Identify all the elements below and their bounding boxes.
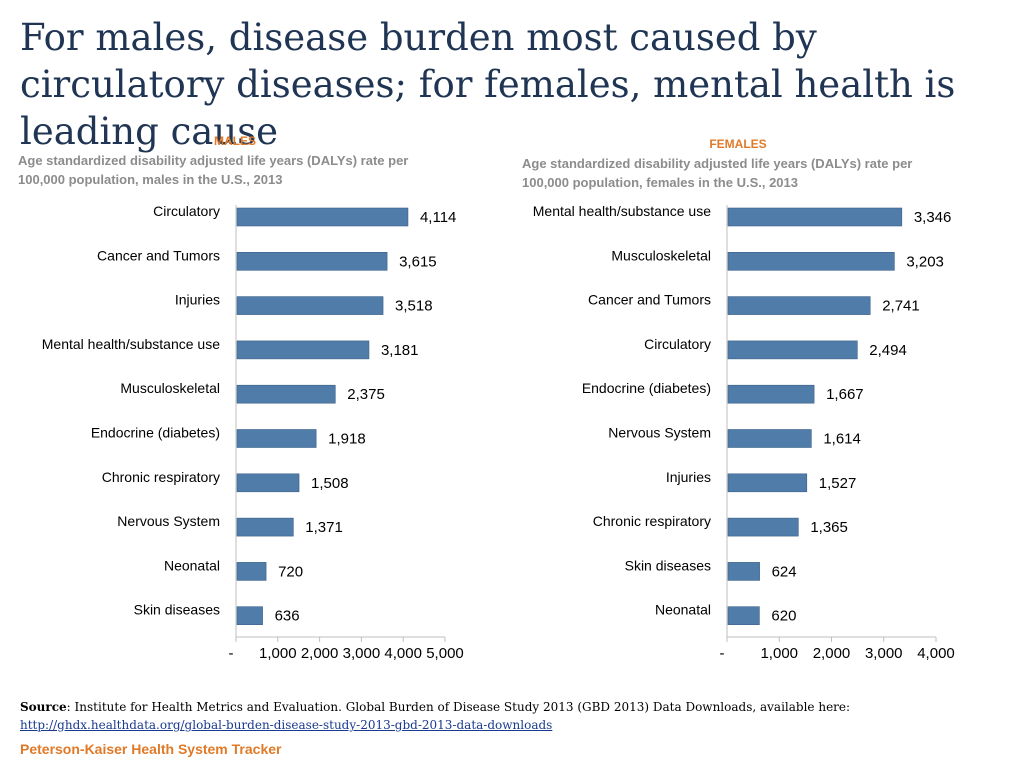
males-value-label: 1,508 bbox=[311, 475, 349, 492]
males-bar bbox=[236, 207, 409, 227]
males-category-label: Musculoskeletal bbox=[120, 380, 220, 396]
females-category-label: Injuries bbox=[666, 469, 711, 485]
males-value-label: 1,918 bbox=[328, 431, 366, 448]
females-value-label: 1,614 bbox=[823, 431, 861, 448]
females-x-tick-label: 3,000 bbox=[865, 645, 903, 662]
males-x-tick-label: 5,000 bbox=[426, 645, 464, 662]
males-category-label: Circulatory bbox=[153, 203, 220, 219]
females-category-label: Musculoskeletal bbox=[611, 247, 711, 263]
females-value-label: 620 bbox=[771, 608, 796, 625]
females-category-label: Chronic respiratory bbox=[593, 513, 711, 529]
females-bar bbox=[727, 606, 760, 626]
males-category-label: Endocrine (diabetes) bbox=[91, 425, 220, 441]
females-x-tick-label: 1,000 bbox=[760, 645, 798, 662]
males-category-label: Cancer and Tumors bbox=[97, 247, 220, 263]
males-value-label: 720 bbox=[278, 563, 303, 580]
females-bar bbox=[727, 296, 871, 315]
females-category-label: Neonatal bbox=[655, 602, 711, 618]
females-category-label: Nervous System bbox=[608, 425, 711, 441]
females-bar bbox=[727, 517, 799, 537]
source-text: : Institute for Health Metrics and Evalu… bbox=[66, 700, 851, 714]
females-category-label: Skin diseases bbox=[625, 557, 711, 573]
males-panel-label: MALES bbox=[214, 134, 256, 148]
males-category-label: Chronic respiratory bbox=[102, 469, 220, 485]
females-x-tick-label: 2,000 bbox=[813, 645, 851, 662]
males-bar bbox=[236, 606, 263, 626]
source-note: Source: Institute for Health Metrics and… bbox=[20, 698, 1010, 734]
females-panel-label: FEMALES bbox=[709, 137, 767, 151]
females-bar bbox=[727, 252, 895, 271]
footer-brand: Peterson-Kaiser Health System Tracker bbox=[20, 741, 282, 757]
males-category-label: Mental health/substance use bbox=[42, 336, 220, 352]
males-category-label: Neonatal bbox=[164, 557, 220, 573]
females-value-label: 2,494 bbox=[869, 342, 907, 359]
males-value-label: 2,375 bbox=[347, 386, 385, 403]
females-bar bbox=[727, 473, 808, 493]
females-value-label: 3,203 bbox=[906, 253, 944, 270]
females-bar bbox=[727, 384, 815, 404]
females-bar bbox=[727, 429, 812, 448]
females-category-label: Cancer and Tumors bbox=[588, 292, 711, 308]
males-category-label: Nervous System bbox=[117, 513, 220, 529]
females-category-label: Mental health/substance use bbox=[533, 203, 711, 219]
males-bar bbox=[236, 384, 336, 404]
females-value-label: 1,527 bbox=[819, 475, 857, 492]
males-bar bbox=[236, 473, 300, 493]
males-x-tick-label: 1,000 bbox=[259, 645, 297, 662]
females-chart-subtitle: Age standardized disability adjusted lif… bbox=[522, 156, 913, 190]
males-x-tick-label: - bbox=[229, 645, 234, 662]
females-value-label: 2,741 bbox=[882, 298, 920, 315]
males-x-tick-label: 4,000 bbox=[384, 645, 422, 662]
females-bar bbox=[727, 207, 903, 227]
females-x-tick-label: - bbox=[720, 645, 725, 662]
males-value-label: 3,181 bbox=[381, 342, 419, 359]
females-bar bbox=[727, 340, 858, 360]
males-value-label: 1,371 bbox=[305, 519, 343, 536]
females-x-tick-label: 4,000 bbox=[917, 645, 955, 662]
males-value-label: 4,114 bbox=[420, 209, 456, 226]
females-value-label: 1,365 bbox=[810, 519, 848, 536]
males-bar bbox=[236, 252, 388, 271]
source-label: Source bbox=[20, 700, 67, 714]
females-value-label: 3,346 bbox=[914, 209, 952, 226]
source-link[interactable]: http://ghdx.healthdata.org/global-burden… bbox=[20, 718, 553, 732]
females-value-label: 624 bbox=[772, 563, 797, 580]
males-bar bbox=[236, 429, 317, 448]
males-x-tick-label: 2,000 bbox=[301, 645, 339, 662]
males-value-label: 3,615 bbox=[399, 253, 437, 270]
males-bar bbox=[236, 517, 294, 537]
page-title: For males, disease burden most caused by… bbox=[20, 16, 956, 153]
females-category-label: Endocrine (diabetes) bbox=[582, 380, 711, 396]
males-x-tick-label: 3,000 bbox=[343, 645, 381, 662]
males-bar bbox=[236, 296, 384, 315]
males-value-label: 3,518 bbox=[395, 298, 433, 315]
males-value-label: 636 bbox=[275, 608, 300, 625]
males-chart-subtitle: Age standardized disability adjusted lif… bbox=[18, 153, 409, 187]
females-category-label: Circulatory bbox=[644, 336, 711, 352]
females-value-label: 1,667 bbox=[826, 386, 864, 403]
males-category-label: Skin diseases bbox=[134, 602, 220, 618]
males-bar bbox=[236, 340, 370, 360]
males-category-label: Injuries bbox=[175, 292, 220, 308]
males-bar bbox=[236, 562, 267, 581]
females-bar bbox=[727, 562, 760, 581]
